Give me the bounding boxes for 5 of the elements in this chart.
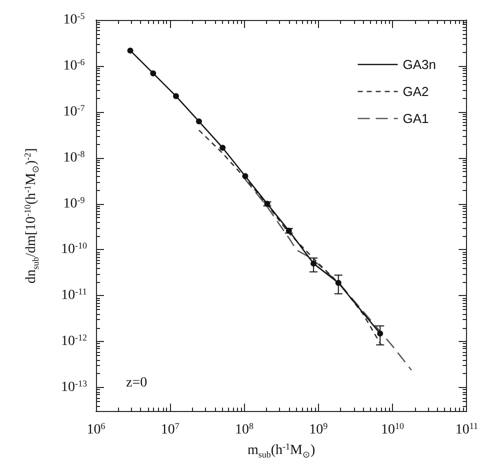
annotation: z=0 — [126, 376, 148, 390]
text: dnsub/dm[10-10(h-1M⊙)-2] — [22, 148, 40, 284]
legend-label: GA2 — [402, 84, 429, 99]
legend-label: GA3n — [402, 57, 436, 72]
legend-label: GA1 — [402, 111, 429, 126]
